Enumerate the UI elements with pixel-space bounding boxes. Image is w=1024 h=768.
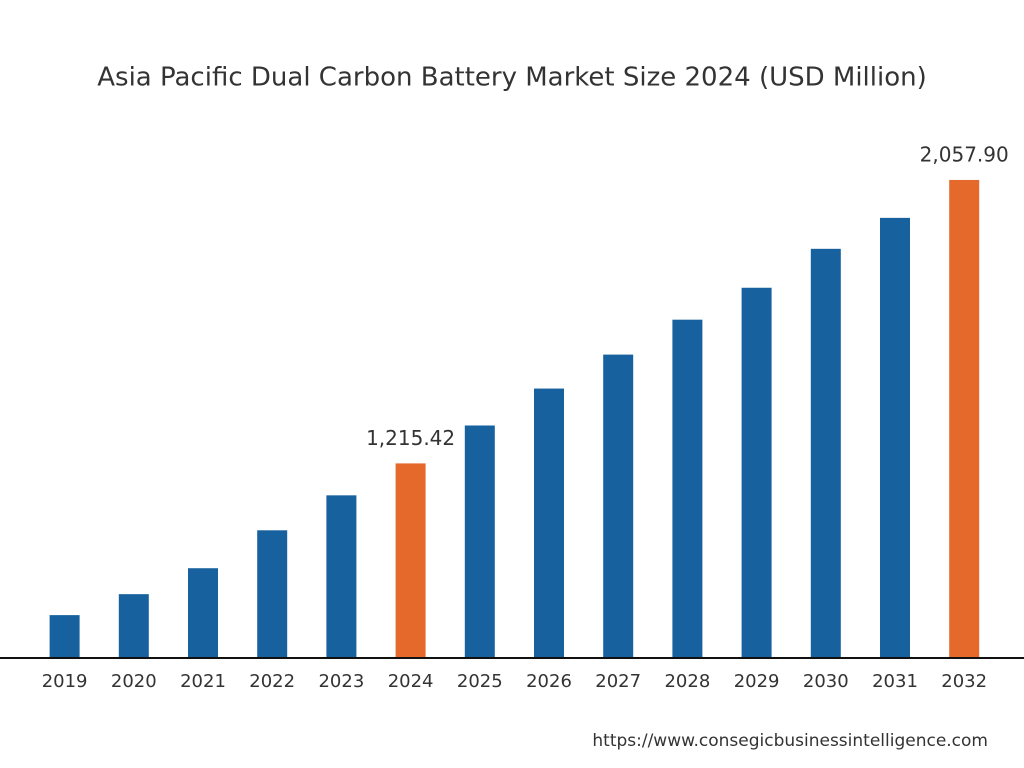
bar [395, 463, 426, 657]
bar [534, 388, 564, 657]
x-tick-label: 2025 [457, 671, 503, 692]
x-tick-label: 2022 [249, 671, 295, 692]
bar [257, 530, 288, 657]
x-tick-label: 2032 [941, 671, 987, 692]
bar [603, 354, 634, 657]
value-label: 1,215.42 [366, 426, 455, 450]
x-tick-label: 2026 [526, 671, 572, 692]
x-tick-label: 2030 [803, 671, 849, 692]
bar [880, 217, 910, 657]
x-tick-label: 2027 [595, 671, 641, 692]
bar [49, 615, 80, 657]
x-tick-label: 2024 [388, 671, 434, 692]
bar [464, 425, 495, 657]
bar [949, 179, 980, 657]
bar [326, 495, 357, 657]
value-label: 2,057.90 [920, 142, 1009, 166]
chart-title: Asia Pacific Dual Carbon Battery Market … [97, 63, 927, 93]
bar [741, 287, 772, 657]
bar [188, 568, 218, 657]
bar [672, 319, 703, 657]
x-tick-label: 2029 [734, 671, 780, 692]
x-tick-label: 2021 [180, 671, 226, 692]
bar [810, 248, 841, 657]
bar [118, 594, 149, 657]
x-tick-label: 2023 [318, 671, 364, 692]
source: https://www.consegicbusinessintelligence… [592, 731, 988, 751]
x-tick-label: 2020 [111, 671, 157, 692]
x-tick-label: 2031 [872, 671, 918, 692]
x-tick-label: 2019 [42, 671, 88, 692]
x-tick-label: 2028 [664, 671, 710, 692]
